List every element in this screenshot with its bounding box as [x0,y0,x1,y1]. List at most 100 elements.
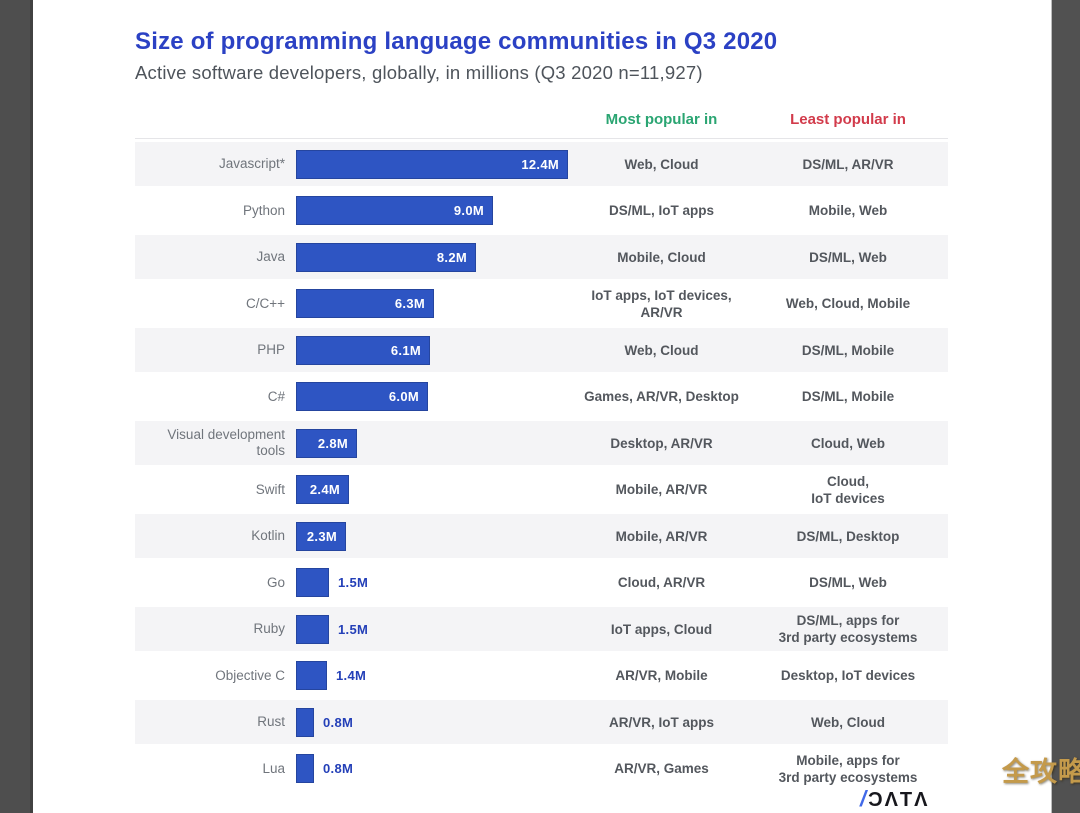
bar [296,754,314,783]
table-row: Kotlin 2.3M Mobile, AR/VR DS/ML, Desktop [135,514,948,558]
most-popular-cell: Mobile, AR/VR [615,528,708,544]
bar-cell: 12.4M [285,149,575,179]
least-popular-cell: DS/ML, Web [809,249,887,265]
table-row: Swift 2.4M Mobile, AR/VR Cloud, IoT devi… [135,468,948,512]
least-popular-cell: Desktop, IoT devices [780,668,916,683]
bar-value-inside: 8.2M [436,249,467,265]
least-popular-cell: Cloud, IoT devices [811,473,885,506]
least-popular-cell: DS/ML, apps for 3rd party ecosystems [778,613,918,645]
right-border [1051,0,1080,813]
least-popular-cell: Web, Cloud, Mobile [785,296,911,311]
row-label: Kotlin [251,528,285,543]
most-popular-cell: AR/VR, Mobile [615,668,708,683]
table-row: Ruby 1.5M IoT apps, Cloud DS/ML, apps fo… [135,607,948,651]
logo-wordmark: ƆΛTΛ [868,789,930,811]
least-popular-cell: DS/ML, Desktop [796,528,900,544]
table-header: Most popular in Least popular in [135,111,948,139]
row-label: Java [256,249,285,264]
bar-value-inside: 6.1M [390,342,421,358]
table-row: C/C++ 6.3M IoT apps, IoT devices, AR/VR … [135,282,948,326]
slashdata-logo: / ƆΛTΛ [860,786,929,812]
bar-cell: 8.2M [285,242,575,272]
bar-value-inside: 9.0M [453,203,484,218]
bar [296,614,329,644]
least-popular-cell: Cloud, Web [811,435,885,451]
bar: 9.0M [296,196,493,225]
bar-cell: 2.4M [285,475,575,504]
row-label: Visual development tools [167,427,285,458]
row-label: Rust [257,714,285,729]
most-popular-cell: Web, Cloud [624,156,699,172]
bar-cell: 1.4M [285,661,575,690]
table-row: Visual development tools 2.8M Desktop, A… [135,421,948,465]
table-row: Go 1.5M Cloud, AR/VR DS/ML, Web [135,561,948,605]
least-popular-cell: Web, Cloud [811,714,885,730]
table-row: Objective C 1.4M AR/VR, Mobile Desktop, … [135,654,948,698]
bar-value-inside: 2.4M [309,482,340,497]
row-label: Go [266,574,285,590]
row-label: PHP [257,342,285,357]
most-popular-cell: Web, Cloud [624,342,699,358]
left-border [0,0,33,813]
table-row: Javascript* 12.4M Web, Cloud DS/ML, AR/V… [135,142,948,186]
least-popular-cell: DS/ML, AR/VR [802,156,894,172]
most-popular-cell: AR/VR, IoT apps [608,714,714,730]
bar-value-outside: 1.4M [336,668,367,683]
bar-cell: 2.3M [285,521,575,551]
bar-value-inside: 6.0M [388,389,419,404]
bar: 2.3M [296,521,346,551]
most-popular-cell: Games, AR/VR, Desktop [584,389,739,404]
least-popular-cell: DS/ML, Web [809,575,887,590]
row-label: C/C++ [245,295,285,311]
row-label: Python [242,202,285,218]
bar-value-outside: 0.8M [323,714,354,730]
row-label: Lua [262,760,285,776]
most-popular-cell: Mobile, AR/VR [615,482,708,497]
bar-value-outside: 1.5M [338,575,369,590]
least-popular-cell: Mobile, Web [808,203,888,218]
least-popular-cell: DS/ML, Mobile [801,342,895,358]
bar-cell: 6.1M [285,335,575,365]
col-header-most-popular: Most popular in [605,111,718,128]
row-label: Javascript* [218,156,285,171]
bar [296,707,314,737]
row-label: Swift [255,481,285,497]
table-row: Python 9.0M DS/ML, IoT apps Mobile, Web [135,189,948,233]
chart-rows: Javascript* 12.4M Web, Cloud DS/ML, AR/V… [135,142,948,791]
bar [296,568,329,597]
bar [296,661,327,690]
row-label: C# [267,388,285,404]
table-row: Java 8.2M Mobile, Cloud DS/ML, Web [135,235,948,279]
bar-value-inside: 12.4M [521,156,559,172]
col-header-least-popular: Least popular in [790,111,906,128]
bar-cell: 6.0M [285,382,575,411]
bar-cell: 0.8M [285,707,575,737]
most-popular-cell: Desktop, AR/VR [610,435,713,451]
bar-cell: 2.8M [285,428,575,458]
bar-cell: 0.8M [285,754,575,783]
slash-icon: / [860,786,867,811]
row-label: Objective C [215,667,285,683]
least-popular-cell: DS/ML, Mobile [801,389,895,404]
watermark: 全攻略 [1002,757,1080,787]
bar: 6.1M [296,335,430,365]
bar: 6.3M [296,289,434,318]
most-popular-cell: AR/VR, Games [614,761,709,776]
bar-cell: 6.3M [285,289,575,318]
most-popular-cell: IoT apps, IoT devices, AR/VR [591,287,732,320]
table-row: Rust 0.8M AR/VR, IoT apps Web, Cloud [135,700,948,744]
table-row: C# 6.0M Games, AR/VR, Desktop DS/ML, Mob… [135,375,948,419]
bar: 6.0M [296,382,428,411]
most-popular-cell: IoT apps, Cloud [610,621,713,637]
bar: 2.8M [296,428,357,458]
bar-value-outside: 0.8M [323,761,354,776]
least-popular-cell: Mobile, apps for 3rd party ecosystems [778,752,918,785]
most-popular-cell: Cloud, AR/VR [617,575,706,590]
bar-cell: 9.0M [285,196,575,225]
bar-value-inside: 2.8M [317,435,348,451]
bar-value-inside: 2.3M [306,528,337,544]
bar-cell: 1.5M [285,614,575,644]
bar: 2.4M [296,475,349,504]
chart-subtitle: Active software developers, globally, in… [135,62,703,83]
